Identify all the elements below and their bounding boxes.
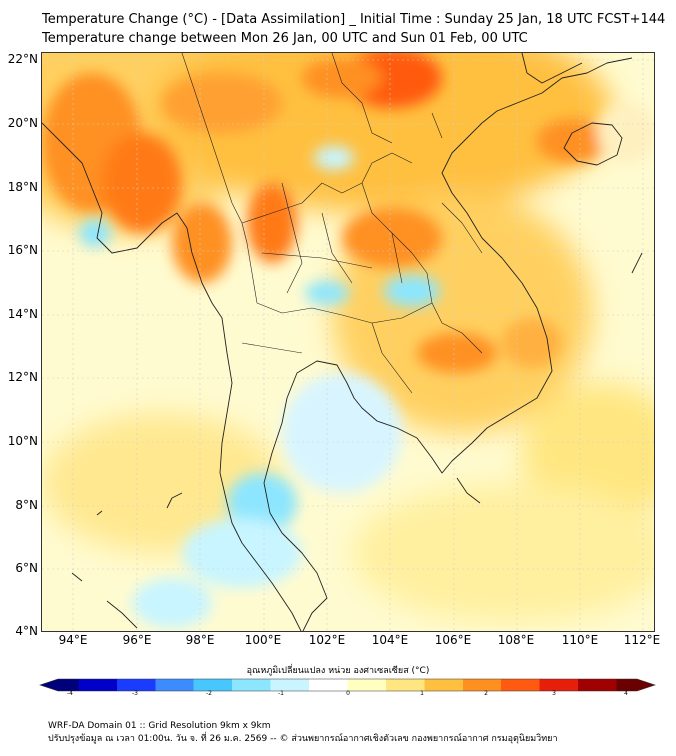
lon-label-102e: 102°E xyxy=(308,633,346,647)
colorbar-tick: 2 xyxy=(484,690,488,697)
lat-label-4n: 4°N xyxy=(15,624,38,638)
lon-label-112e: 112°E xyxy=(623,633,661,647)
graticule xyxy=(42,53,654,631)
lon-label-96e: 96°E xyxy=(122,633,152,647)
colorbar-tick: 3 xyxy=(552,690,556,697)
colorbar-tick: -3 xyxy=(132,690,138,697)
lat-label-18n: 18°N xyxy=(7,180,38,194)
lon-label-110e: 110°E xyxy=(561,633,599,647)
lat-label-14n: 14°N xyxy=(7,307,38,321)
temperature-change-map xyxy=(41,52,655,632)
coastlines xyxy=(42,53,643,631)
cooling-areas xyxy=(79,146,440,628)
lat-label-22n: 22°N xyxy=(7,52,38,66)
map-canvas xyxy=(42,53,654,631)
lat-label-20n: 20°N xyxy=(7,116,38,130)
lon-label-94e: 94°E xyxy=(58,633,88,647)
lon-label-100e: 100°E xyxy=(244,633,282,647)
temperature-hotspots xyxy=(42,53,654,373)
lon-label-106e: 106°E xyxy=(434,633,472,647)
footer-credit: ปรับปรุงข้อมูล ณ เวลา 01:00น. วัน จ. ที่… xyxy=(48,734,558,744)
colorbar-tick: -2 xyxy=(206,690,212,697)
map-title: Temperature Change (°C) - [Data Assimila… xyxy=(42,12,666,27)
lon-label-98e: 98°E xyxy=(185,633,215,647)
lon-label-108e: 108°E xyxy=(497,633,535,647)
colorbar-tick: 1 xyxy=(420,690,424,697)
colorbar-tick: -4 xyxy=(67,690,73,697)
lon-label-104e: 104°E xyxy=(371,633,409,647)
lat-label-10n: 10°N xyxy=(7,434,38,448)
lat-label-8n: 8°N xyxy=(15,498,38,512)
colorbar-tick: 0 xyxy=(346,690,350,697)
lat-label-6n: 6°N xyxy=(15,561,38,575)
colorbar-tick: 4 xyxy=(624,690,628,697)
colorbar-tick: -1 xyxy=(278,690,284,697)
lat-label-12n: 12°N xyxy=(7,370,38,384)
map-subtitle: Temperature change between Mon 26 Jan, 0… xyxy=(42,31,528,46)
lat-label-16n: 16°N xyxy=(7,243,38,257)
footer-domain-info: WRF-DA Domain 01 :: Grid Resolution 9km … xyxy=(48,721,271,731)
colorbar xyxy=(39,678,656,692)
colorbar-label: อุณหภูมิเปลี่ยนแปลง หน่วย องศาเซลเซียส (… xyxy=(246,666,430,676)
borders xyxy=(181,53,483,394)
colorbar-scale xyxy=(39,678,656,692)
